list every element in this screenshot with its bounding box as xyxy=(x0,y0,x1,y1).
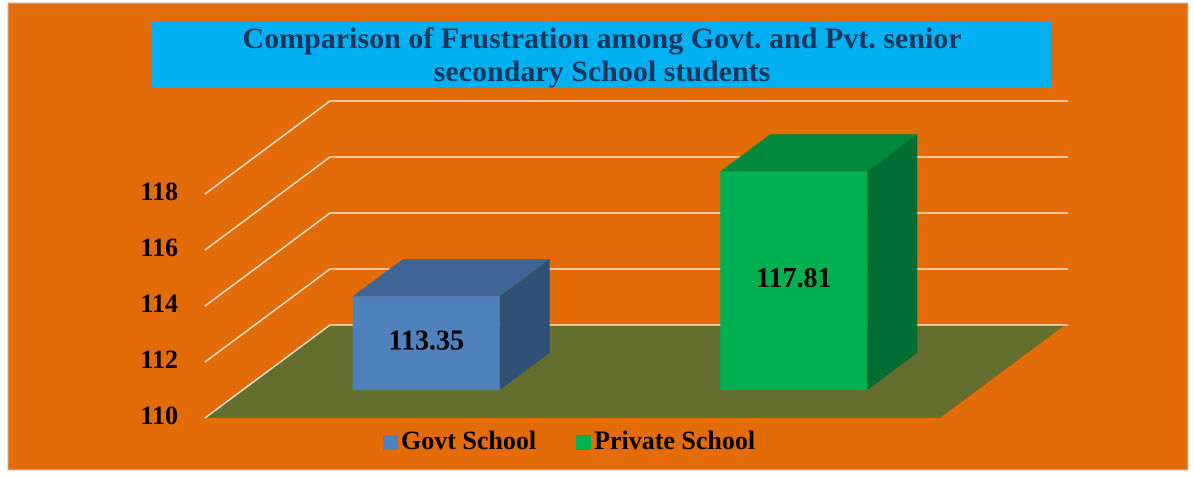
legend-label: Govt School xyxy=(401,426,536,455)
y-tick-label: 114 xyxy=(140,289,178,318)
data-label: 113.35 xyxy=(389,326,464,357)
bar-side xyxy=(499,259,550,391)
bar xyxy=(352,296,500,391)
bar-side xyxy=(867,134,918,391)
legend-label: Private School xyxy=(594,426,755,455)
y-tick-label: 110 xyxy=(140,401,178,430)
legend-swatch xyxy=(383,435,398,450)
legend-swatch xyxy=(576,435,592,450)
grid-line xyxy=(204,100,1068,195)
bar xyxy=(720,171,868,391)
data-label: 117.81 xyxy=(756,263,831,294)
bar-top xyxy=(720,134,918,172)
floor xyxy=(205,325,1065,418)
y-tick-label: 118 xyxy=(140,177,178,206)
y-tick-label: 116 xyxy=(140,233,178,262)
plot-area: 110 112 114 116 118 113.35 117.81 Govt School Pr… xyxy=(140,100,1068,455)
bar-top xyxy=(352,259,550,297)
y-tick-label: 112 xyxy=(140,345,178,374)
chart-title: Comparison of Frustration among Govt. an… xyxy=(152,22,1052,88)
